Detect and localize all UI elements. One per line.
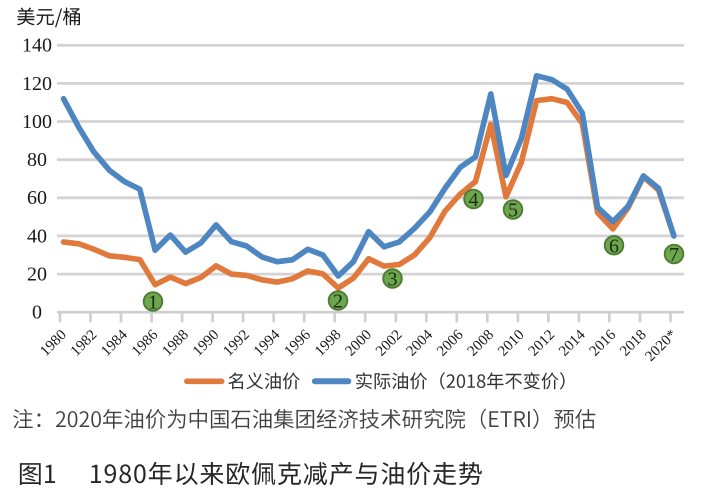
svg-text:4: 4: [469, 189, 479, 211]
svg-text:120: 120: [22, 73, 52, 95]
svg-text:80: 80: [27, 149, 47, 171]
svg-text:1: 1: [148, 292, 158, 314]
svg-text:5: 5: [508, 200, 518, 222]
svg-text:2: 2: [333, 291, 343, 313]
svg-text:140: 140: [22, 35, 52, 57]
svg-text:60: 60: [27, 187, 47, 209]
svg-text:20: 20: [27, 264, 47, 286]
svg-text:100: 100: [22, 111, 52, 133]
svg-text:0: 0: [32, 302, 42, 324]
svg-text:3: 3: [388, 269, 398, 291]
svg-text:7: 7: [669, 244, 679, 266]
svg-text:6: 6: [609, 235, 619, 257]
svg-text:40: 40: [27, 225, 47, 247]
